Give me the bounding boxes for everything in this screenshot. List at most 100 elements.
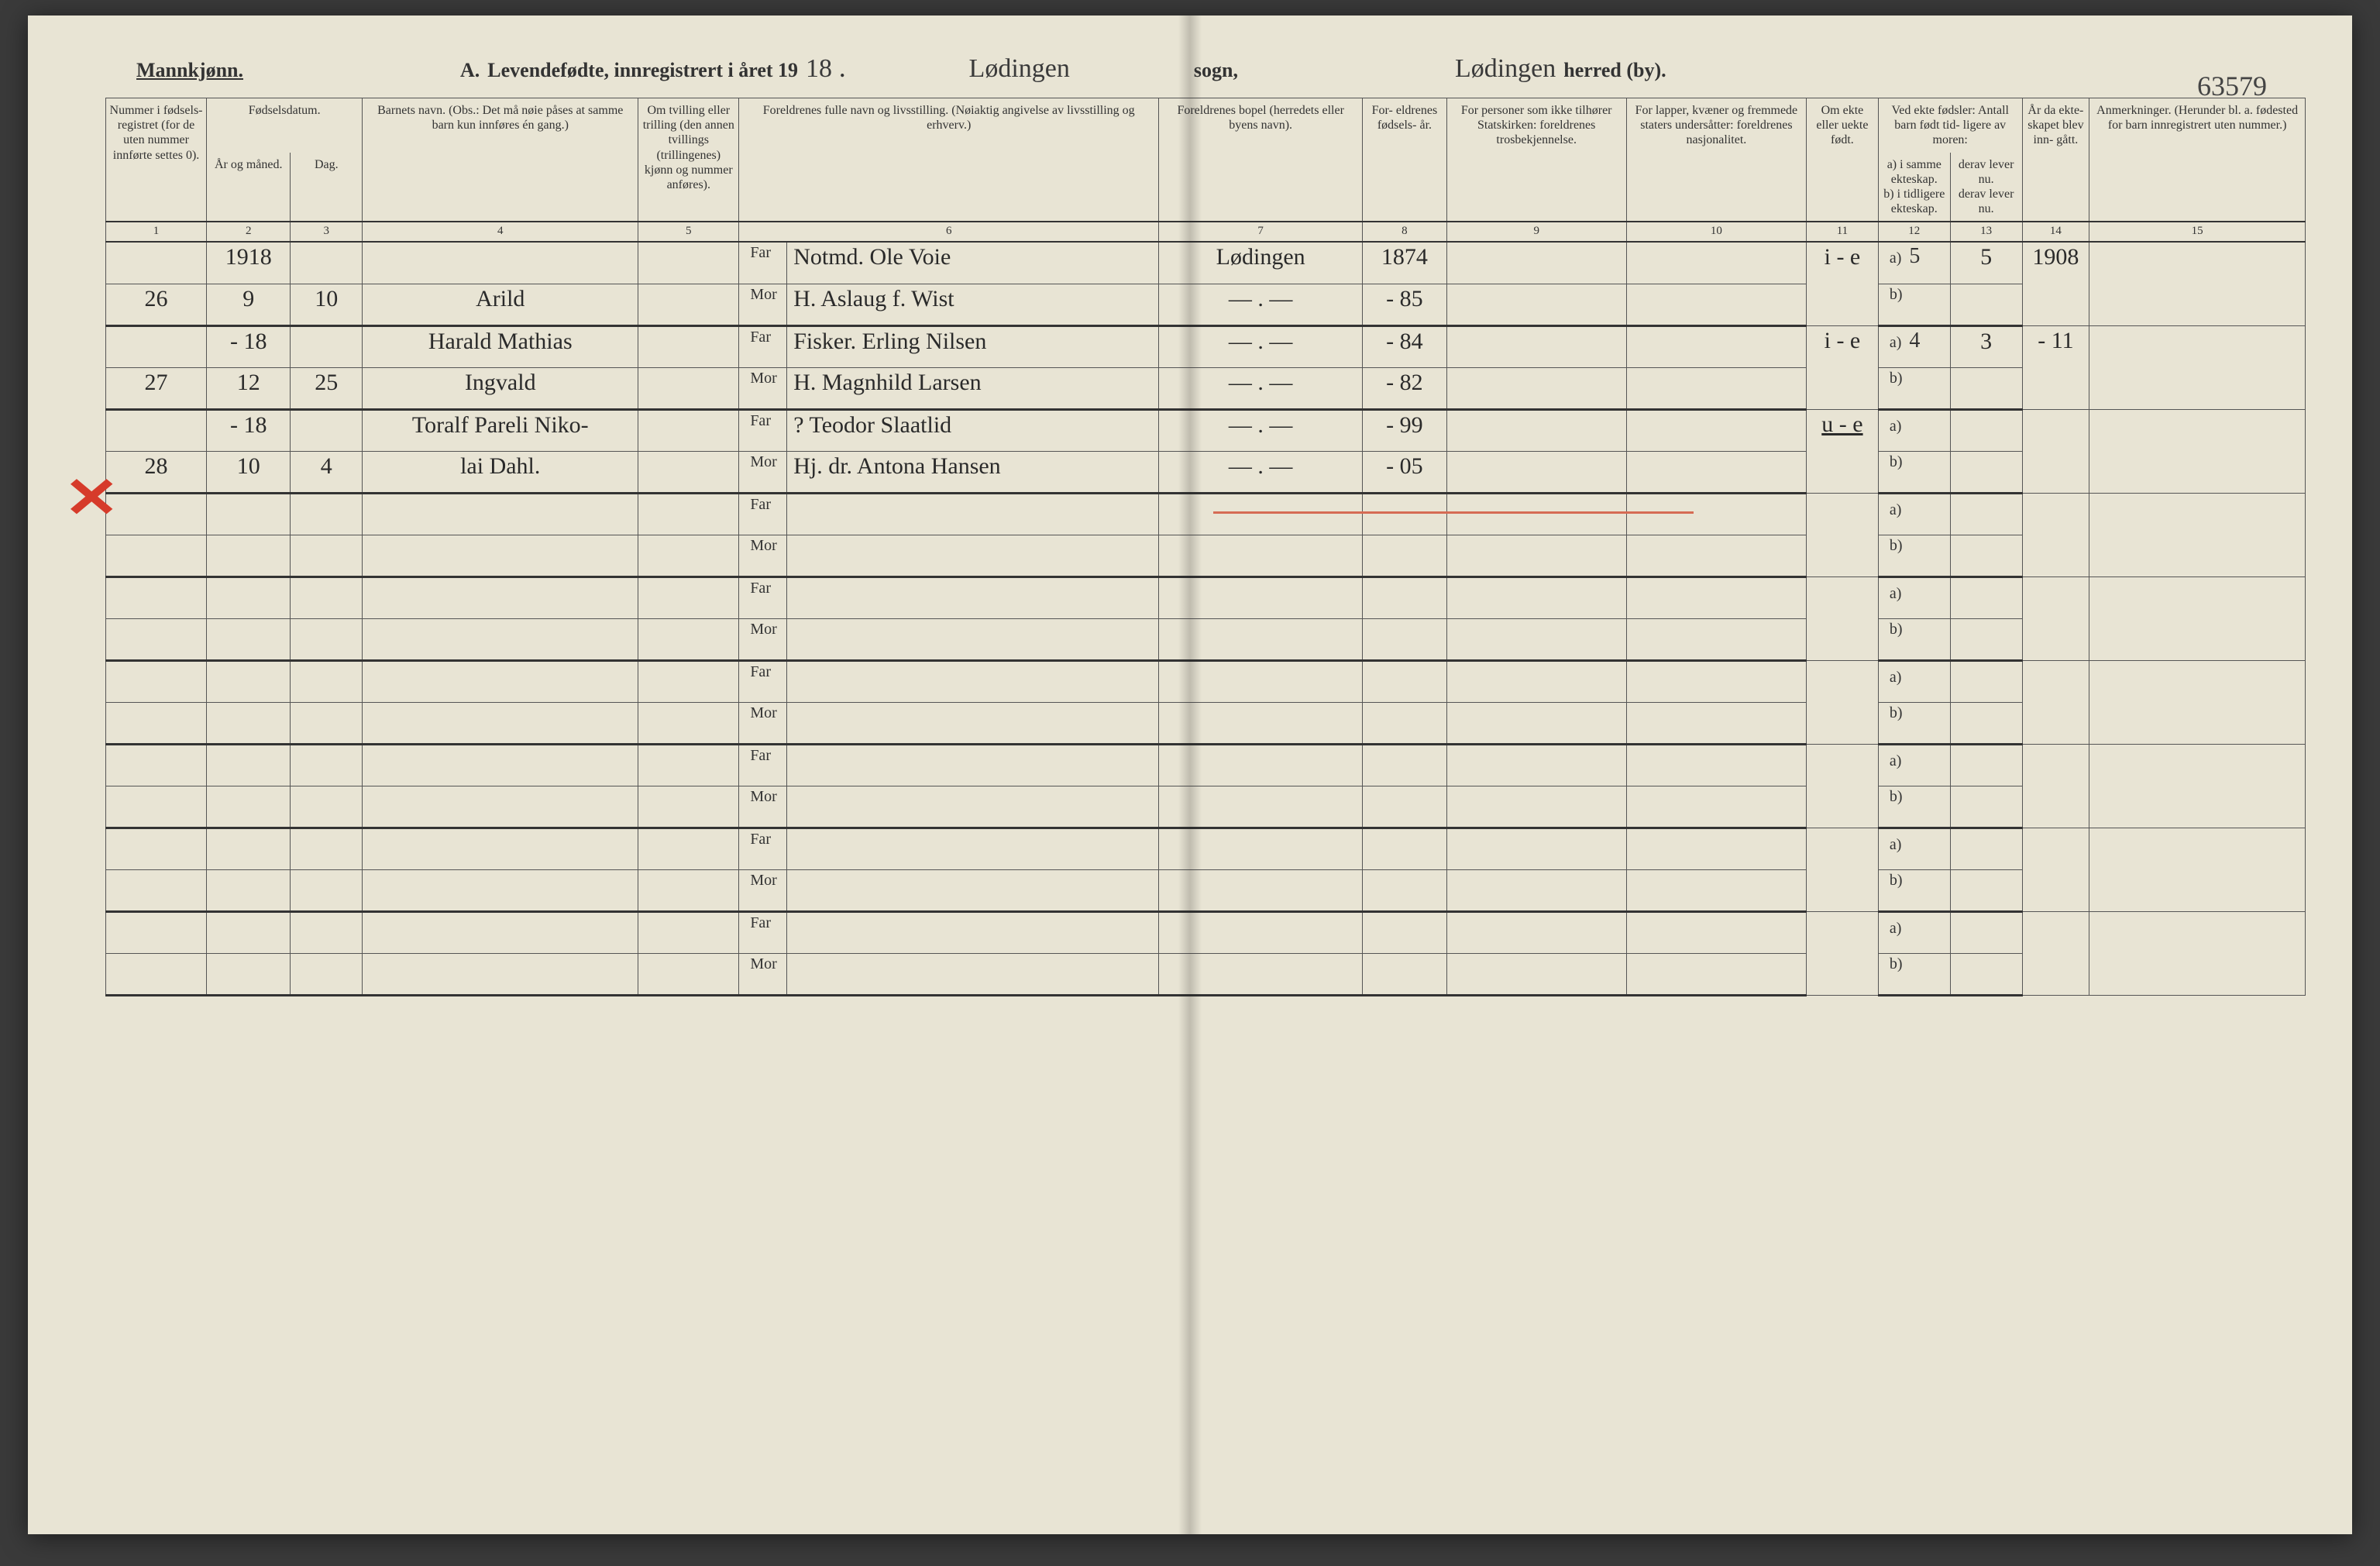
- far-label: Far: [739, 576, 787, 618]
- cell-a-label: a): [1878, 828, 1950, 869]
- cell-bopel-mor: — . —: [1159, 451, 1363, 493]
- mor-label: Mor: [739, 786, 787, 828]
- col-2-header: År og måned.: [207, 153, 291, 222]
- cell-num: [106, 869, 207, 911]
- cell-c14: [2022, 660, 2089, 744]
- cell-name-top: Harald Mathias: [363, 325, 638, 367]
- cell-name-bot: Arild: [363, 284, 638, 325]
- entry-row-far: 1918FarNotmd. Ole VoieLødingen1874i - ea…: [106, 242, 2306, 284]
- catalog-number: 63579: [2197, 70, 2267, 102]
- cell-num: [106, 618, 207, 660]
- cell-mor: [787, 953, 1159, 995]
- cell-faar-far: [1363, 911, 1446, 953]
- cell-bopel-far: [1159, 660, 1363, 702]
- cell-bopel-mor: [1159, 953, 1363, 995]
- entry-row-far: Fara): [106, 911, 2306, 953]
- cell-c14: 1908: [2022, 242, 2089, 325]
- cell-b-label: b): [1878, 451, 1950, 493]
- cell-num: 26: [106, 284, 207, 325]
- entry-row-far: Fara): [106, 576, 2306, 618]
- cell-far: [787, 576, 1159, 618]
- cell-c13a: 3: [1950, 325, 2022, 367]
- cell-bopel-mor: — . —: [1159, 284, 1363, 325]
- entry-row-mor: Morb): [106, 786, 2306, 828]
- cell-c13a: [1950, 576, 2022, 618]
- cell-bopel-mor: [1159, 869, 1363, 911]
- cell-a-label: a) 5: [1878, 242, 1950, 284]
- cell-bopel-far: — . —: [1159, 409, 1363, 451]
- far-label: Far: [739, 911, 787, 953]
- cell-year-top: - 18: [207, 325, 291, 367]
- cell-faar-far: [1363, 493, 1446, 535]
- cell-year-top: - 18: [207, 409, 291, 451]
- cell-bopel-far: [1159, 828, 1363, 869]
- cell-faar-mor: [1363, 618, 1446, 660]
- entry-row-mor: 28104lai Dahl.MorHj. dr. Antona Hansen— …: [106, 451, 2306, 493]
- district-label: herred (by).: [1563, 59, 1666, 82]
- cell-far: [787, 660, 1159, 702]
- cell-mor: H. Magnhild Larsen: [787, 367, 1159, 409]
- entry-row-mor: 26910ArildMorH. Aslaug f. Wist— . —- 85b…: [106, 284, 2306, 325]
- cell-c13a: [1950, 828, 2022, 869]
- cell-c13a: [1950, 409, 2022, 451]
- year-handwritten: 18: [806, 54, 832, 84]
- cell-ekte: [1807, 911, 1879, 995]
- col-12-header: a) i samme ekteskap. b) i tidligere ekte…: [1878, 153, 1950, 222]
- far-label: Far: [739, 409, 787, 451]
- mor-label: Mor: [739, 451, 787, 493]
- cell-name-top: [363, 493, 638, 535]
- cell-ekte: u - e: [1807, 409, 1879, 493]
- cell-far: [787, 911, 1159, 953]
- cell-faar-far: [1363, 660, 1446, 702]
- cell-year-top: [207, 828, 291, 869]
- cell-a-label: a): [1878, 744, 1950, 786]
- cell-mor: [787, 786, 1159, 828]
- mor-label: Mor: [739, 702, 787, 744]
- cell-a-label: a): [1878, 660, 1950, 702]
- cell-bopel-far: — . —: [1159, 325, 1363, 367]
- entry-row-far: - 18Toralf Pareli Niko-Far? Teodor Slaat…: [106, 409, 2306, 451]
- cell-b-label: b): [1878, 367, 1950, 409]
- col-1-header: Nummer i fødsels- registret (for de uten…: [106, 98, 207, 222]
- section-letter: A.: [460, 59, 480, 82]
- col-12-13-group: Ved ekte fødsler: Antall barn født tid- …: [1878, 98, 2022, 153]
- page-header: Mannkjønn. A. Levendefødte, innregistrer…: [105, 54, 2306, 84]
- cell-a-label: a) 4: [1878, 325, 1950, 367]
- col-8-header: For- eldrenes fødsels- år.: [1363, 98, 1446, 222]
- cell-year-top: [207, 660, 291, 702]
- cell-ekte: [1807, 828, 1879, 911]
- col-2-3-group: Fødselsdatum.: [207, 98, 363, 153]
- col-4-header: Barnets navn. (Obs.: Det må nøie påses a…: [363, 98, 638, 222]
- cell-c14: - 11: [2022, 325, 2089, 409]
- col-14-header: År da ekte- skapet blev inn- gått.: [2022, 98, 2089, 222]
- cell-num: [106, 535, 207, 576]
- cell-faar-far: [1363, 828, 1446, 869]
- cell-c13a: [1950, 911, 2022, 953]
- cell-faar-mor: - 85: [1363, 284, 1446, 325]
- cell-name-bot: lai Dahl.: [363, 451, 638, 493]
- cell-c13a: [1950, 660, 2022, 702]
- mor-label: Mor: [739, 367, 787, 409]
- cell-year-top: [207, 576, 291, 618]
- cell-c14: [2022, 409, 2089, 493]
- cell-month: 10: [207, 451, 291, 493]
- cell-ekte: [1807, 660, 1879, 744]
- cell-name-top: [363, 744, 638, 786]
- mor-label: Mor: [739, 953, 787, 995]
- cell-faar-far: 1874: [1363, 242, 1446, 284]
- district-handwritten: Lødingen: [1455, 54, 1556, 84]
- cell-far: [787, 828, 1159, 869]
- cell-month: [207, 618, 291, 660]
- entry-row-mor: Morb): [106, 702, 2306, 744]
- cell-ekte: i - e: [1807, 325, 1879, 409]
- cell-name-bot: Ingvald: [363, 367, 638, 409]
- cell-c14: [2022, 744, 2089, 828]
- ledger-page: Mannkjønn. A. Levendefødte, innregistrer…: [28, 15, 2352, 1534]
- col-3-header: Dag.: [291, 153, 363, 222]
- cell-mor: [787, 869, 1159, 911]
- cell-faar-mor: [1363, 702, 1446, 744]
- cell-c14: [2022, 828, 2089, 911]
- cell-num: [106, 786, 207, 828]
- table-body: 1918FarNotmd. Ole VoieLødingen1874i - ea…: [106, 242, 2306, 995]
- entry-row-far: Fara): [106, 828, 2306, 869]
